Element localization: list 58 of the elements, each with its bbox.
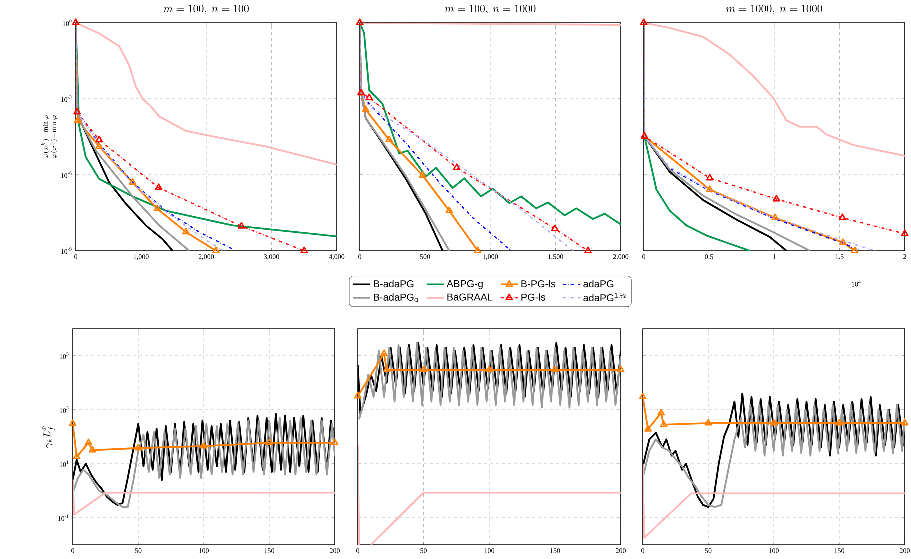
point bbox=[238, 222, 246, 229]
point bbox=[73, 452, 81, 460]
point bbox=[851, 246, 859, 254]
point bbox=[453, 164, 461, 170]
point bbox=[639, 392, 647, 400]
point bbox=[129, 178, 137, 186]
point bbox=[266, 438, 274, 446]
point bbox=[706, 186, 714, 192]
point bbox=[474, 246, 482, 254]
point bbox=[704, 419, 712, 426]
point bbox=[770, 419, 778, 426]
chart-title: $m = 100,\ n = 1000$ bbox=[445, 5, 536, 14]
legend-label: adaPG$^{1,½}$ bbox=[584, 293, 626, 302]
point bbox=[838, 214, 846, 220]
point bbox=[658, 409, 666, 416]
chart-title: $m = 100,\ n = 100$ bbox=[164, 5, 249, 14]
point bbox=[706, 174, 714, 181]
legend-label: B-PG-ls bbox=[522, 280, 556, 288]
chart-title: $m = 1000,\ n = 1000$ bbox=[726, 5, 822, 14]
point bbox=[386, 136, 394, 142]
point bbox=[182, 228, 190, 235]
point bbox=[584, 246, 592, 254]
point bbox=[74, 116, 82, 124]
point bbox=[331, 438, 339, 446]
point bbox=[155, 184, 163, 190]
point bbox=[96, 142, 104, 150]
legend-label: ABPG-g bbox=[446, 280, 483, 290]
point bbox=[366, 94, 374, 100]
point bbox=[836, 419, 844, 426]
line-series bbox=[76, 22, 337, 166]
point bbox=[644, 425, 652, 432]
point bbox=[901, 230, 909, 236]
legend-label: PG-ls bbox=[522, 294, 546, 301]
point bbox=[772, 214, 780, 220]
point bbox=[419, 171, 427, 178]
point bbox=[134, 444, 142, 451]
legend-label: B-adaPG$_{α}$ bbox=[374, 294, 418, 302]
point bbox=[69, 420, 77, 426]
legend-label: BaGRAAL bbox=[448, 294, 493, 301]
point bbox=[772, 195, 780, 202]
point bbox=[85, 438, 92, 446]
point bbox=[154, 204, 162, 212]
point bbox=[212, 246, 220, 254]
point bbox=[88, 446, 96, 453]
legend-label: adaPG bbox=[584, 280, 614, 288]
legend-label: B-adaPG bbox=[374, 280, 414, 288]
y-axis-title: $\gamma_k L_f^{\phi}$ bbox=[40, 426, 56, 448]
point bbox=[660, 420, 668, 428]
point bbox=[362, 106, 370, 112]
y-axis-title: $\frac{\varphi(x^k)-\min\varphi}{\varphi(x^0)-\min\varphi}$ bbox=[41, 114, 58, 160]
point bbox=[200, 442, 208, 449]
point bbox=[74, 108, 82, 115]
point bbox=[96, 136, 104, 142]
point bbox=[551, 224, 559, 232]
point bbox=[446, 206, 454, 214]
point bbox=[840, 238, 848, 246]
point bbox=[901, 419, 909, 426]
point bbox=[300, 246, 308, 254]
